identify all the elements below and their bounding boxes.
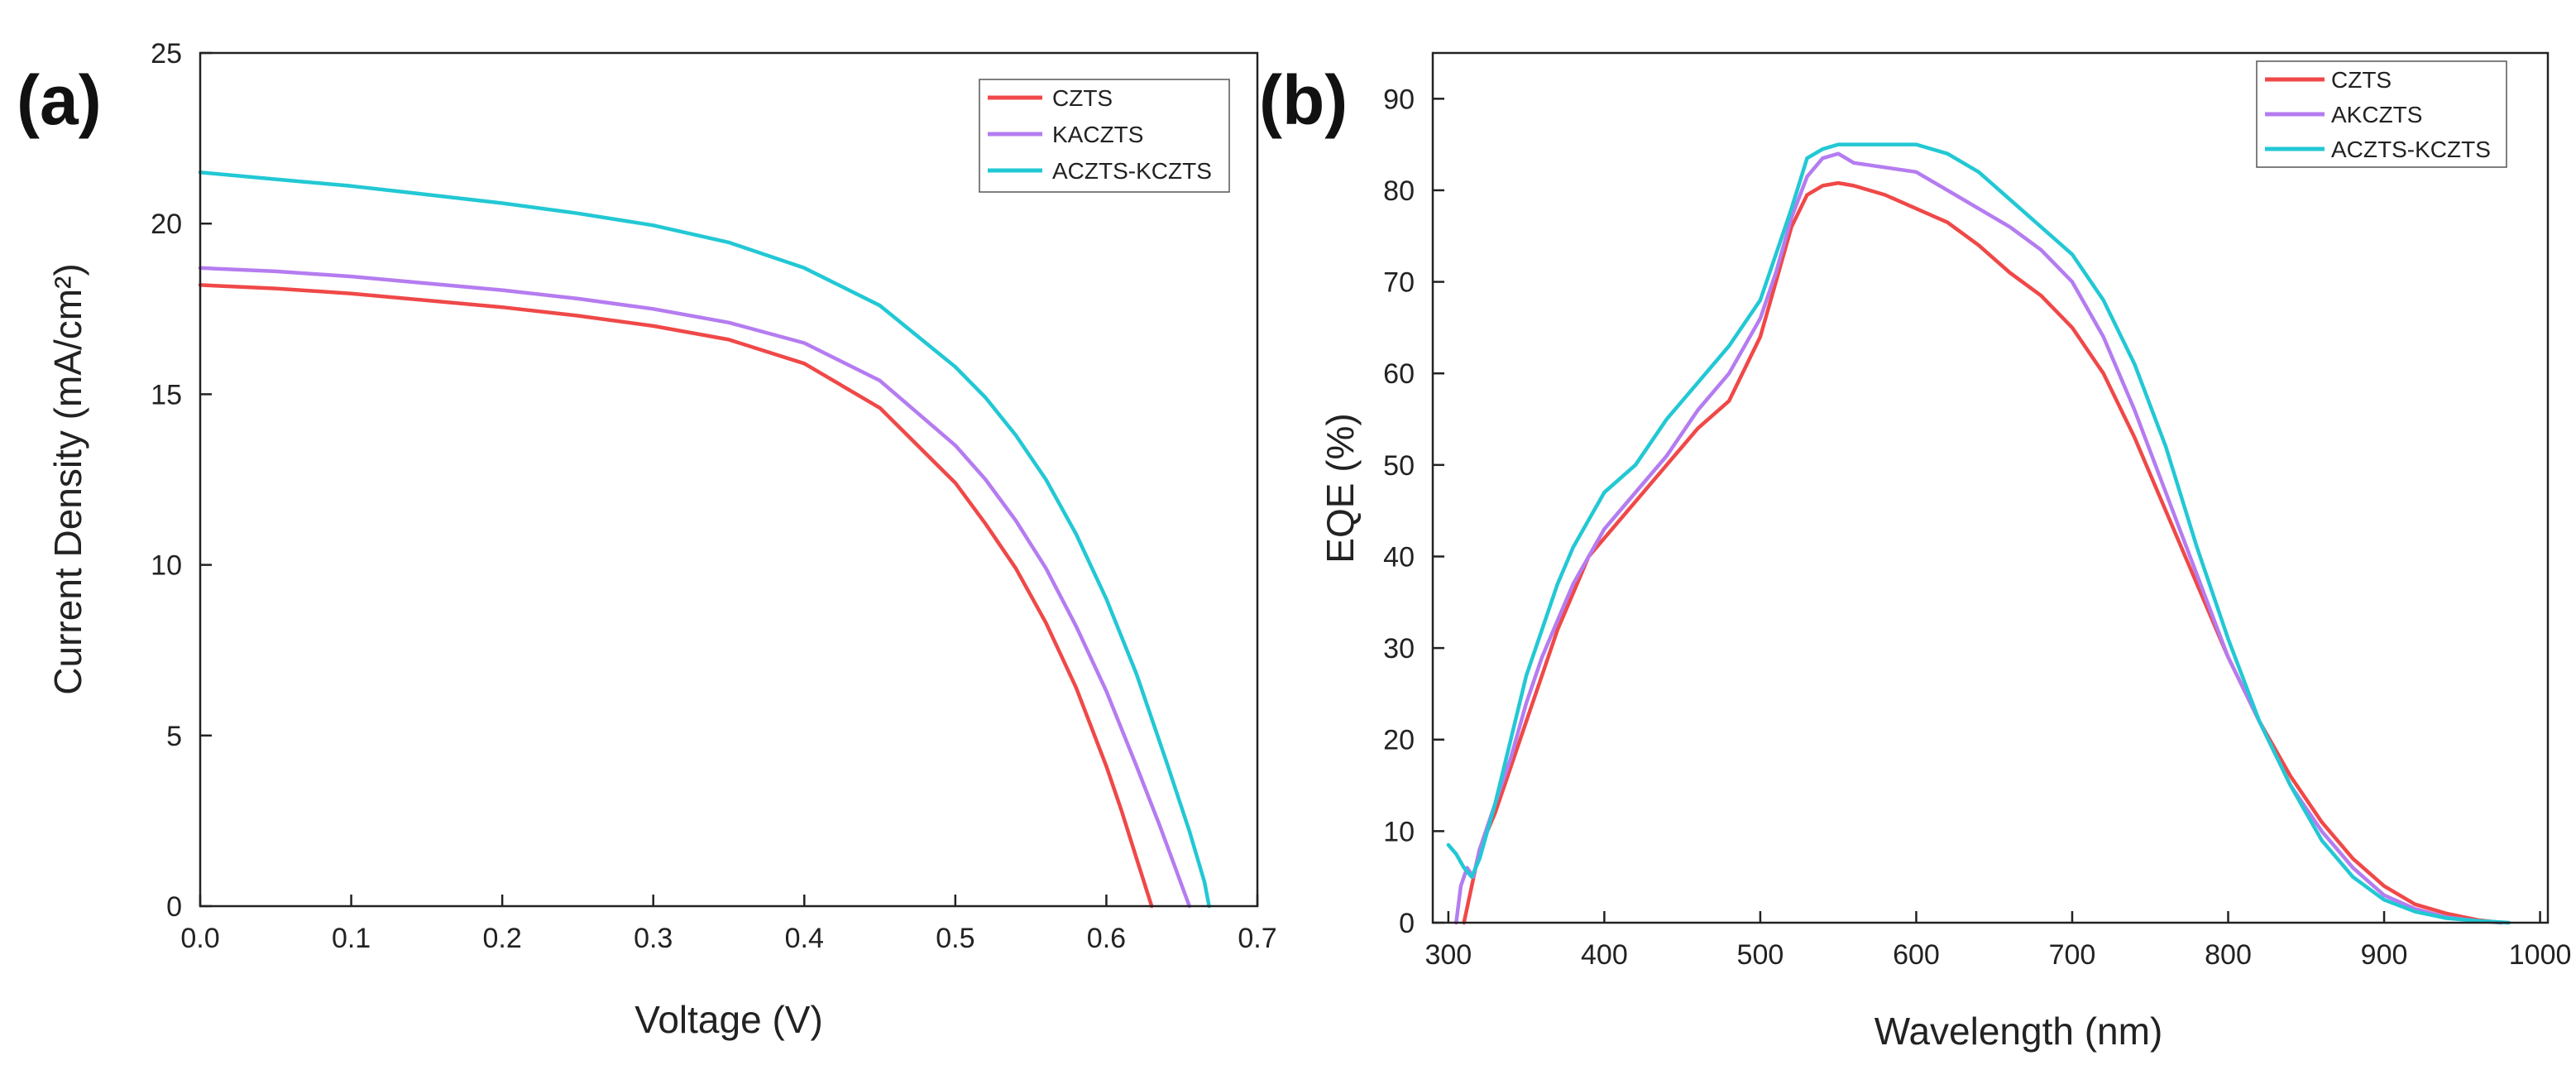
panel-b-ytick-label: 90 [1383,84,1415,115]
panel-b-series-aczts-kczts [1446,142,2511,925]
panel-a-y-axis-title: Current Density (mA/cm²) [46,263,89,694]
panel-b-xtick-label: 500 [1737,939,1784,971]
panel-b-ticks [1433,98,2541,924]
panel-b-ytick-label: 80 [1383,175,1415,207]
panel-a-label: (a) [17,61,102,139]
panel-b-ytick-label: 40 [1383,541,1415,573]
panel-b-ytick-labels: 0 10 20 30 40 50 60 70 80 90 [1383,84,1415,939]
panel-b-ytick-label: 20 [1383,725,1415,756]
panel-b-xtick-label: 400 [1581,939,1628,971]
panel-b-legend: CZTS AKCZTS ACZTS-KCZTS [2256,60,2507,168]
panel-a-xtick-label: 0.2 [483,923,522,954]
panel-a-series-kaczts [198,266,1192,909]
panel-b-xtick-label: 800 [2205,939,2252,971]
panel-b-legend-label-aczts-kczts: ACZTS-KCZTS [2331,137,2491,162]
panel-b-series-czts [1462,180,2503,925]
panel-a-series-aczts-kczts [198,170,1211,909]
panel-a-frame [199,51,1259,908]
panel-a-ytick-label: 0 [166,891,182,923]
panel-a-ytick-label: 5 [166,721,182,752]
panel-a-series-czts [198,283,1154,909]
panel-b-y-axis-title: EQE (%) [1319,413,1362,563]
panel-b-legend-label-akczts: AKCZTS [2331,102,2422,127]
panel-b-series-akczts [1454,151,2503,925]
panel-b-curves [1446,142,2511,925]
panel-b-x-axis-title: Wavelength (nm) [1875,1010,2163,1053]
panel-b-ytick-label: 60 [1383,358,1415,390]
panel-b-xtick-labels: 300 400 500 600 700 800 900 1000 [1424,939,2571,971]
panel-a-xtick-label: 0.3 [634,923,673,954]
panel-b: (b) 300 400 500 600 700 800 900 1000 0 10 20 30 40 5… [1259,51,2571,1053]
panel-a-ytick-label: 10 [151,550,182,582]
panel-a-legend-label-czts: CZTS [1052,85,1113,111]
panel-a-xtick-label: 0.4 [785,923,824,954]
panel-a-xtick-label: 0.1 [332,923,371,954]
panel-b-xtick-label: 900 [2361,939,2408,971]
panel-a-ytick-labels: 0 5 10 15 20 25 [151,38,182,923]
panel-b-ytick-label: 10 [1383,816,1415,847]
panel-b-xtick-label: 300 [1424,939,1472,971]
panel-b-ytick-label: 50 [1383,450,1415,482]
panel-b-xtick-label: 600 [1893,939,1940,971]
panel-a-legend-label-kaczts: KACZTS [1052,122,1143,147]
panel-a-curves [198,170,1211,909]
panel-a-xtick-label: 0.5 [936,923,974,954]
panel-b-legend-label-czts: CZTS [2331,67,2392,93]
panel-a-ytick-label: 20 [151,209,182,240]
panel-a-legend: CZTS KACZTS ACZTS-KCZTS [979,79,1230,193]
panel-b-frame [1431,51,2550,924]
panel-b-ytick-label: 70 [1383,267,1415,299]
panel-b-xtick-label: 1000 [2509,939,2572,971]
panel-b-xtick-label: 700 [2049,939,2096,971]
panel-a-xtick-label: 0.0 [180,923,219,954]
panel-a: (a) 0.0 0.1 0.2 0.3 0.4 0.5 0.6 0.7 0510152025 … [17,38,1277,1041]
panel-a-legend-label-aczts-kczts: ACZTS-KCZTS [1052,158,1212,184]
panel-a-xtick-labels: 0.0 0.1 0.2 0.3 0.4 0.5 0.6 0.7 [180,923,1276,954]
panel-a-xtick-label: 0.6 [1087,923,1126,954]
panel-b-ytick-label: 30 [1383,633,1415,665]
panel-a-ticks [199,51,1259,908]
panel-a-x-axis-title: Voltage (V) [634,998,823,1041]
panel-a-xtick-label: 0.7 [1238,923,1276,954]
panel-b-ytick-label: 0 [1399,908,1415,939]
panel-b-label: (b) [1259,61,1348,139]
panel-a-ytick-label: 25 [151,38,182,70]
panel-a-ytick-label: 15 [151,379,182,410]
